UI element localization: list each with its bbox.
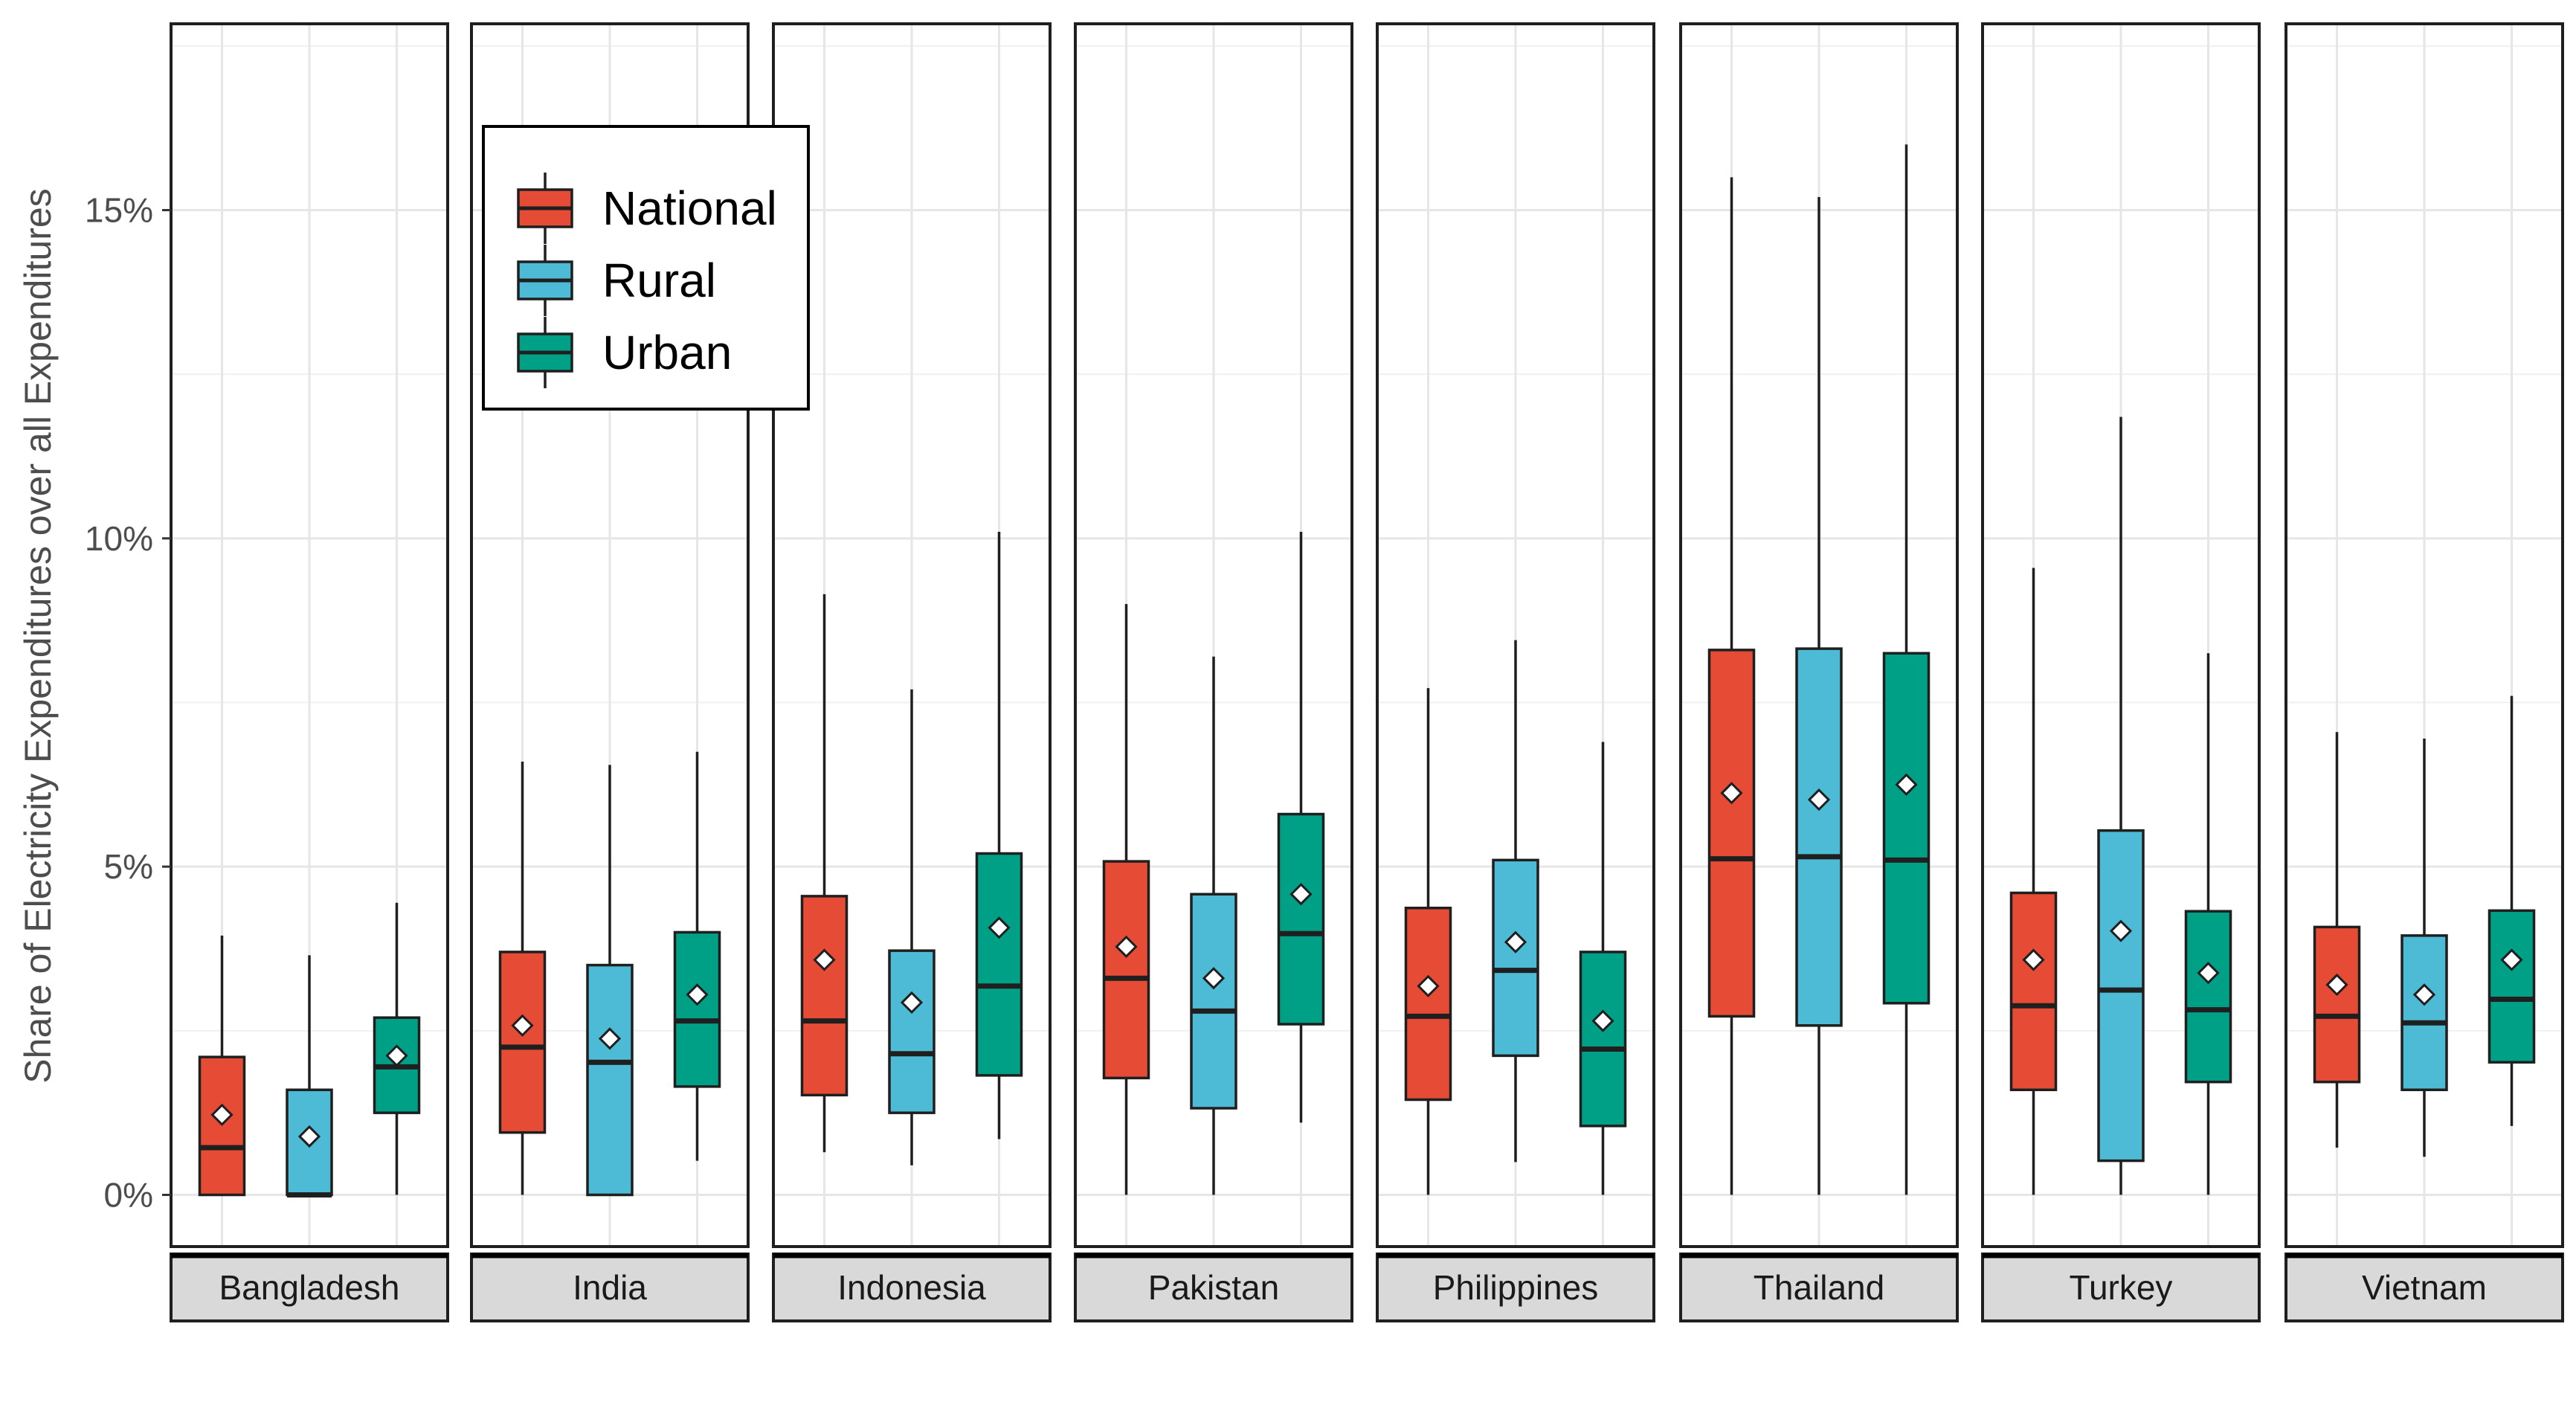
box-thailand-rural	[1795, 647, 1843, 1027]
mean-marker-philippines-urban	[1591, 1009, 1614, 1032]
panel-border-thailand	[1679, 22, 1959, 1248]
box-turkey-national	[2009, 891, 2058, 1092]
box-thailand-urban	[1882, 652, 1931, 1005]
legend-label-rural: Rural	[602, 254, 716, 307]
box-philippines-urban	[1579, 951, 1627, 1128]
box-philippines-rural	[1492, 858, 1539, 1058]
box-vietnam-urban	[2488, 909, 2536, 1064]
mean-marker-bangladesh-national	[210, 1103, 234, 1126]
panel-border-bangladesh	[170, 22, 449, 1248]
y-tick-label-15-: 15%	[85, 191, 153, 230]
y-tick-label-0-: 0%	[104, 1176, 153, 1215]
strip-pakistan	[1074, 1253, 1353, 1322]
mean-marker-turkey-national	[2022, 948, 2045, 971]
mean-marker-turkey-urban	[2197, 962, 2220, 985]
panel-borders	[170, 22, 2564, 1248]
strip-label-turkey: Turkey	[2070, 1268, 2173, 1307]
strip-vietnam	[2284, 1253, 2564, 1322]
mean-marker-bangladesh-urban	[385, 1044, 408, 1067]
strip-label-indonesia: Indonesia	[837, 1268, 986, 1307]
box-indonesia-national	[800, 895, 849, 1097]
strip-label-india: India	[573, 1268, 647, 1307]
box-pakistan-national	[1102, 860, 1150, 1080]
panel-border-india	[470, 22, 750, 1248]
mean-marker-philippines-national	[1417, 974, 1440, 997]
legend: National Rural Urban	[482, 125, 810, 411]
legend-label-urban: Urban	[602, 326, 732, 379]
strip-label-bangladesh: Bangladesh	[219, 1268, 400, 1307]
box-vietnam-rural	[2400, 934, 2448, 1092]
boxplots	[198, 144, 2536, 1197]
mean-marker-pakistan-national	[1115, 935, 1138, 958]
mean-marker-pakistan-urban	[1289, 883, 1313, 906]
mean-marker-thailand-national	[1720, 782, 1743, 805]
box-india-national	[498, 951, 547, 1134]
box-indonesia-rural	[888, 949, 936, 1114]
panel-border-pakistan	[1074, 22, 1353, 1248]
strip-indonesia	[772, 1253, 1052, 1322]
mean-marker-india-urban	[686, 983, 709, 1006]
box-india-urban	[673, 930, 721, 1088]
box-pakistan-rural	[1190, 893, 1237, 1110]
mean-marker-pakistan-rural	[1202, 967, 1226, 990]
box-india-rural	[586, 963, 634, 1197]
mean-marker-vietnam-rural	[2412, 983, 2436, 1006]
mean-marker-india-national	[511, 1014, 534, 1037]
mean-marker-india-rural	[598, 1027, 622, 1050]
panel-border-turkey	[1981, 22, 2261, 1248]
mean-marker-indonesia-rural	[900, 991, 924, 1014]
y-tick-label-5-: 5%	[104, 847, 153, 886]
box-turkey-rural	[2097, 829, 2145, 1163]
mean-marker-indonesia-urban	[988, 916, 1011, 939]
strip-bangladesh	[170, 1253, 449, 1322]
mean-marker-thailand-rural	[1807, 788, 1831, 811]
box-vietnam-national	[2313, 925, 2361, 1084]
mean-marker-bangladesh-rural	[297, 1125, 321, 1148]
y-axis: 0% 5% 10% 15%	[85, 191, 171, 1215]
mean-marker-vietnam-urban	[2500, 948, 2523, 971]
box-thailand-national	[1707, 649, 1756, 1018]
mean-marker-vietnam-national	[2325, 973, 2348, 997]
box-indonesia-urban	[975, 852, 1023, 1077]
box-turkey-urban	[2184, 910, 2232, 1084]
legend-label-national: National	[602, 181, 777, 235]
mean-marker-philippines-rural	[1504, 930, 1527, 954]
box-pakistan-urban	[1277, 812, 1325, 1026]
panel-border-indonesia	[772, 22, 1052, 1248]
y-tick-label-10-: 10%	[85, 519, 153, 558]
box-philippines-national	[1404, 907, 1452, 1102]
mean-marker-indonesia-national	[813, 948, 836, 971]
strip-label-vietnam: Vietnam	[2362, 1268, 2487, 1307]
strip-turkey	[1981, 1253, 2261, 1322]
strip-label-philippines: Philippines	[1433, 1268, 1598, 1307]
mean-marker-thailand-urban	[1895, 773, 1918, 796]
strip-philippines	[1376, 1253, 1655, 1322]
facet-strips: Bangladesh India Indonesia Pakistan Philippi…	[170, 1253, 2564, 1322]
y-axis-label: Share of Electricity Expenditures over a…	[17, 188, 59, 1083]
panel-border-vietnam	[2284, 22, 2564, 1248]
panel-border-philippines	[1376, 22, 1655, 1248]
strip-label-thailand: Thailand	[1754, 1268, 1884, 1307]
strip-label-pakistan: Pakistan	[1148, 1268, 1279, 1307]
strip-india	[470, 1253, 750, 1322]
mean-marker-turkey-rural	[2109, 919, 2133, 942]
